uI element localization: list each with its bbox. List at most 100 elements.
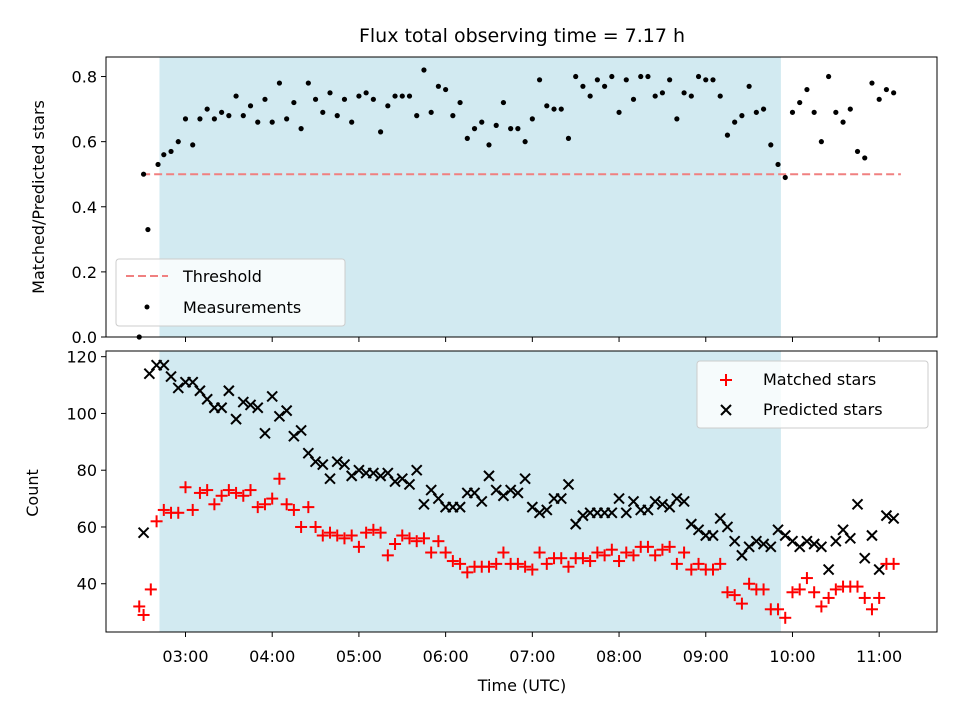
predicted-star-point (295, 424, 307, 437)
matched-star-point (144, 583, 157, 596)
measurement-point (544, 103, 550, 109)
measurement-point (826, 73, 832, 80)
matched-star-point (352, 540, 365, 553)
predicted-star-point (765, 541, 777, 553)
measurement-point (515, 126, 521, 132)
matched-star-point (613, 555, 626, 568)
predicted-star-point (873, 563, 885, 576)
bottom-plot-frame (105, 350, 938, 633)
predicted-star-point (577, 509, 589, 522)
x-tick-label: 05:00 (336, 647, 382, 666)
matched-star-point (403, 532, 416, 545)
predicted-star-point (266, 390, 278, 403)
measurement-point (746, 83, 752, 89)
top-y-axis-ticks: 0.0 0.2 0.4 0.6 0.8 (72, 68, 106, 347)
measurement-point (695, 73, 702, 80)
measurement-point (219, 109, 225, 115)
matched-star-point (295, 520, 308, 533)
measurement-point (789, 109, 796, 115)
measurement-point (522, 139, 528, 145)
legend-measurements-swatch (144, 304, 150, 310)
matched-star-point (208, 498, 221, 511)
measurements-series (136, 67, 897, 340)
matched-star-point (649, 549, 662, 562)
predicted-star-point (345, 470, 358, 482)
predicted-star-point (165, 370, 177, 383)
matched-star-point (533, 546, 546, 559)
measurement-point (190, 142, 196, 148)
measurement-point (471, 126, 478, 132)
matched-star-point (829, 583, 842, 596)
matched-star-point (302, 501, 315, 514)
predicted-star-point (801, 535, 813, 547)
legend-predicted-swatch (720, 404, 732, 416)
matched-star-point (454, 557, 467, 570)
measurement-point (500, 99, 507, 106)
measurement-point (349, 119, 355, 125)
measurement-point (269, 119, 275, 125)
legend-measurements-label: Measurements (183, 298, 301, 317)
matched-star-point (331, 529, 344, 542)
matched-star-point (887, 557, 900, 570)
measurement-point (616, 109, 622, 115)
x-tick-label: 11:00 (856, 647, 902, 666)
predicted-star-point (685, 518, 698, 530)
measurement-point (891, 90, 897, 96)
measurement-point (341, 96, 348, 102)
predicted-star-point (866, 529, 878, 542)
predicted-star-point (620, 507, 632, 519)
matched-star-point (873, 591, 886, 604)
matched-star-point (786, 586, 799, 599)
x-tick-label: 04:00 (249, 647, 295, 666)
measurement-point (320, 109, 326, 115)
predicted-star-point (793, 541, 806, 553)
measurement-point (197, 116, 203, 122)
matched-star-point (721, 586, 734, 599)
measurement-point (883, 86, 890, 93)
matched-star-point (526, 563, 539, 576)
matched-star-point (439, 546, 452, 559)
bottom-y-axis-ticks: 40 60 80 100 120 (66, 348, 106, 594)
matched-star-point (150, 515, 163, 528)
measurement-point (580, 83, 586, 89)
predicted-star-point (880, 509, 893, 522)
predicted-star-point (288, 430, 300, 442)
matched-star-point (137, 608, 150, 621)
predicted-star-point (158, 359, 170, 371)
predicted-star-point (613, 492, 625, 505)
predicted-star-point (815, 541, 828, 553)
predicted-star-point (403, 478, 416, 491)
matched-stars-series (133, 472, 900, 624)
x-tick-label: 08:00 (596, 647, 642, 666)
predicted-star-point (490, 484, 502, 496)
matched-star-point (251, 501, 264, 514)
measurement-point (551, 106, 557, 112)
measurement-point (155, 161, 161, 168)
measurement-point (623, 77, 629, 83)
matched-star-point (316, 529, 329, 542)
y-tick-label: 80 (77, 461, 97, 480)
predicted-star-point (779, 529, 791, 542)
matched-star-point (360, 526, 373, 539)
measurement-point (681, 90, 687, 96)
matched-star-point (822, 591, 835, 604)
x-tick-label: 07:00 (509, 647, 555, 666)
measurement-point (760, 106, 767, 112)
measurement-point (305, 80, 311, 86)
measurement-point (804, 86, 810, 93)
measurement-point (630, 96, 637, 102)
matched-star-point (815, 600, 828, 613)
measurement-point (247, 103, 254, 109)
y-tick-label: 0.8 (72, 68, 97, 87)
predicted-star-point (497, 490, 510, 502)
measurement-point (565, 135, 572, 141)
predicted-stars-series (137, 359, 900, 576)
matched-star-point (230, 486, 243, 499)
predicted-star-point (859, 552, 871, 564)
measurement-point (862, 155, 868, 161)
measurement-point (869, 80, 875, 86)
matched-star-point (865, 603, 878, 616)
bottom-panel: 40 60 80 100 120 03:00 04:00 05:00 06:00 07:00 08… (23, 348, 938, 695)
matched-star-point (338, 532, 351, 545)
measurement-point (443, 86, 449, 93)
